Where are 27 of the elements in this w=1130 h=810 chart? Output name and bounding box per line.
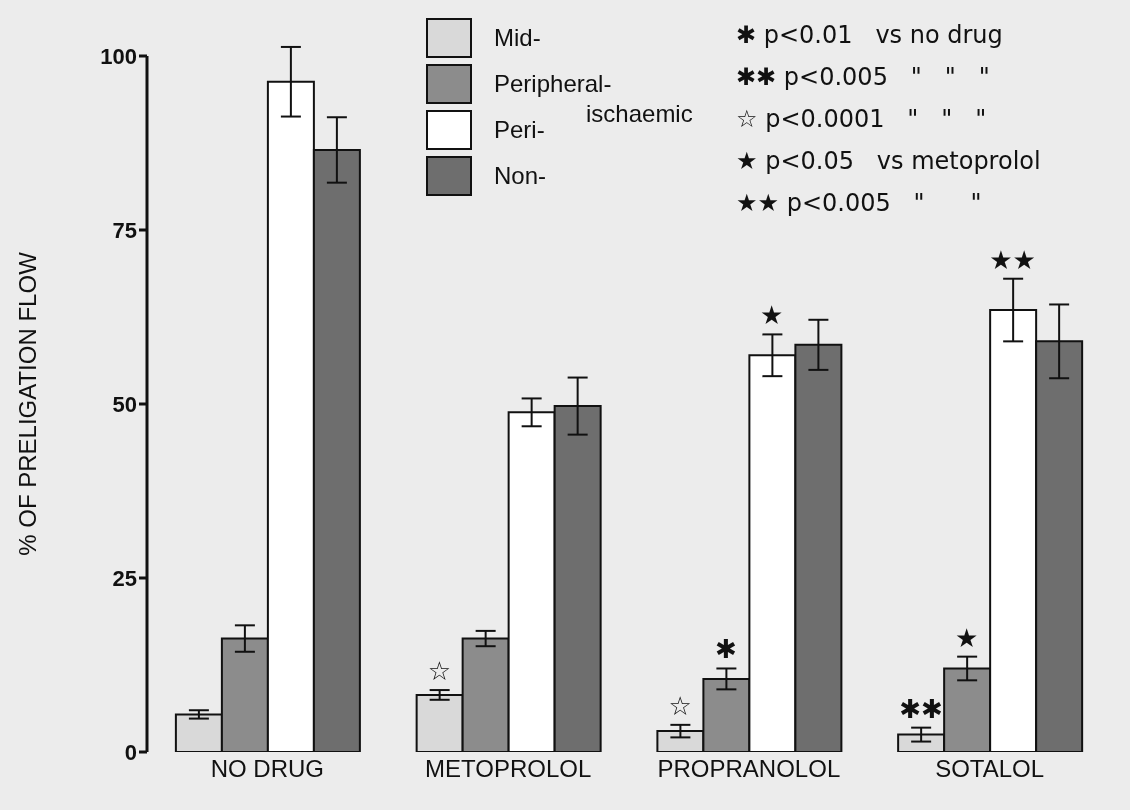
annotation: ☆ xyxy=(427,656,452,687)
y-tick-label: 25 xyxy=(112,565,137,591)
annotation: ✱ xyxy=(715,634,737,665)
y-tick-label: 50 xyxy=(112,391,137,417)
x-tick-label: SOTALOL xyxy=(935,755,1045,783)
legend-label: Peripheral- xyxy=(494,70,612,98)
y-tick-label: 100 xyxy=(100,43,137,69)
legend-label: Peri- xyxy=(494,116,545,144)
annotation: ★★ xyxy=(989,244,1036,275)
annotation: ✱✱ p<0.005 " " " xyxy=(736,62,991,93)
text: ✱ p<0.01 vs no drug xyxy=(736,20,1004,51)
annotation: ★ xyxy=(760,300,784,331)
legend-label: Non- xyxy=(494,162,547,190)
annotation: ★★ p<0.005 " " xyxy=(736,188,983,219)
x-tick-label: PROPRANOLOL xyxy=(657,755,841,783)
y-axis-title: % OF PRELIGATION FLOW xyxy=(13,251,41,556)
annotation: ☆ xyxy=(668,690,692,721)
x-tick-label: METOPROLOL xyxy=(424,755,592,783)
annotation: ✱✱ xyxy=(899,693,943,724)
annotation: ★ xyxy=(955,622,979,653)
y-tick-label: 75 xyxy=(112,217,137,243)
legend-label: Mid- xyxy=(494,24,541,52)
annotation: ☆ p<0.0001 " " " xyxy=(736,104,988,135)
x-tick-label: NO DRUG xyxy=(210,755,325,783)
y-tick-label: 0 xyxy=(124,739,137,765)
annotation: ★ p<0.05 vs metoprolol xyxy=(736,146,1041,177)
annotation: ischaemic xyxy=(586,100,693,128)
